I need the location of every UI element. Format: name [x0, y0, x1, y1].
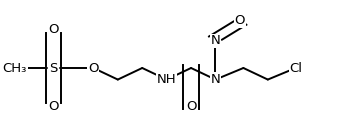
- Text: O: O: [48, 100, 59, 113]
- Text: N: N: [211, 73, 220, 86]
- Text: O: O: [88, 61, 98, 75]
- Text: S: S: [49, 61, 58, 75]
- Text: O: O: [48, 23, 59, 36]
- Text: O: O: [186, 100, 196, 113]
- Text: Cl: Cl: [289, 61, 302, 75]
- Text: CH₃: CH₃: [3, 61, 27, 75]
- Text: N: N: [211, 34, 220, 47]
- Text: O: O: [235, 14, 245, 27]
- Text: NH: NH: [157, 73, 176, 86]
